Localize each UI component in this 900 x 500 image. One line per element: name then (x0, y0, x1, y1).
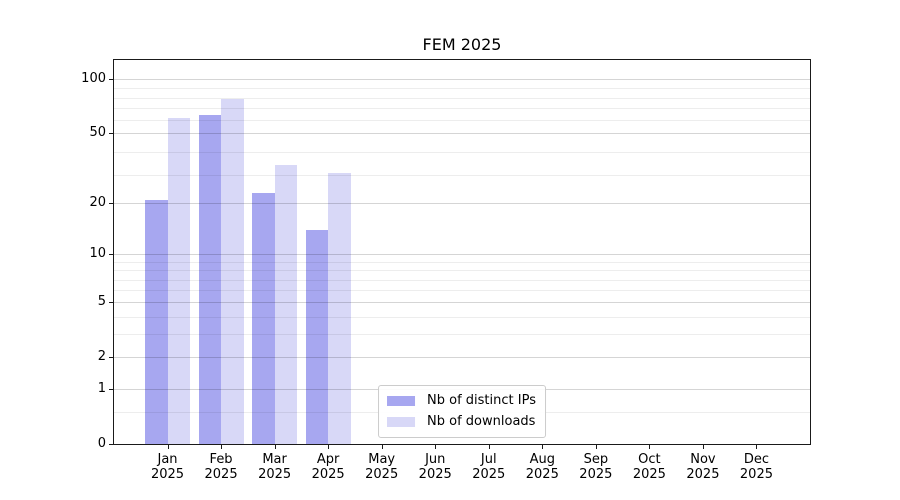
gridline-major (114, 302, 810, 304)
legend-label-distinct-ips: Nb of distinct IPs (427, 393, 536, 408)
legend: Nb of distinct IPs Nb of downloads (378, 385, 546, 438)
x-tick-mark (542, 445, 544, 449)
y-tick-mark (109, 444, 113, 445)
bar-apr-nb-of-downloads (328, 172, 351, 444)
gridline-major (114, 254, 810, 256)
y-tick-mark (109, 254, 113, 256)
gridline-minor (114, 88, 810, 90)
x-tick-mark (381, 445, 383, 449)
legend-swatch-downloads (387, 417, 416, 427)
x-tick-label-jul: Jul 2025 (472, 452, 506, 482)
x-tick-label-oct: Oct 2025 (632, 452, 666, 482)
bar-jan-nb-of-downloads (167, 117, 191, 444)
x-tick-label-may: May 2025 (365, 452, 399, 482)
x-tick-mark (595, 445, 597, 449)
x-tick-mark (649, 445, 651, 449)
x-tick-label-dec: Dec 2025 (739, 452, 773, 482)
gridline-major (114, 79, 810, 81)
y-tick-mark (109, 389, 113, 391)
gridline-major (114, 357, 810, 359)
legend-swatch-distinct-ips (387, 396, 416, 406)
x-tick-label-aug: Aug 2025 (525, 452, 559, 482)
bar-mar-nb-of-downloads (274, 165, 298, 444)
x-tick-mark (488, 445, 490, 449)
gridline-major (114, 133, 810, 135)
y-tick-mark (109, 302, 113, 304)
legend-label-downloads: Nb of downloads (427, 414, 536, 429)
gridline-minor (114, 152, 810, 154)
gridline-major (114, 203, 810, 205)
gridline-minor (114, 262, 810, 263)
x-tick-label-mar: Mar 2025 (258, 452, 292, 482)
x-tick-mark (756, 445, 758, 449)
x-tick-label-jan: Jan 2025 (150, 452, 185, 482)
y-tick-mark (109, 203, 113, 205)
y-tick-label-1: 1 (97, 381, 106, 397)
bar-mar-nb-of-distinct-ips (252, 192, 275, 444)
x-tick-mark (274, 445, 276, 449)
y-tick-label-5: 5 (97, 294, 106, 310)
x-tick-label-feb: Feb 2025 (204, 452, 238, 482)
legend-item-distinct-ips: Nb of distinct IPs (387, 393, 536, 409)
x-tick-mark (221, 445, 223, 449)
gridline-minor (114, 120, 810, 122)
plot-area: Nb of distinct IPs Nb of downloads (113, 59, 811, 445)
x-tick-label-sep: Sep 2025 (579, 452, 613, 482)
y-tick-label-100: 100 (81, 71, 106, 87)
y-tick-mark (109, 79, 113, 81)
y-tick-label-20: 20 (89, 195, 106, 211)
gridline-minor (114, 175, 810, 177)
x-tick-label-apr: Apr 2025 (311, 452, 345, 482)
x-tick-label-jun: Jun 2025 (418, 452, 452, 482)
gridline-minor (114, 270, 810, 272)
gridline-minor (114, 108, 810, 110)
x-tick-mark (328, 445, 330, 449)
y-tick-label-0: 0 (97, 436, 106, 451)
chart-title: FEM 2025 (422, 35, 502, 54)
bar-feb-nb-of-distinct-ips (198, 115, 222, 444)
x-tick-mark (167, 445, 169, 449)
gridline-minor (114, 290, 810, 292)
x-tick-mark (702, 445, 704, 449)
bars-layer (114, 60, 810, 444)
bar-feb-nb-of-downloads (221, 98, 244, 444)
y-tick-mark (109, 133, 113, 135)
y-tick-label-2: 2 (97, 349, 106, 365)
x-tick-mark (435, 445, 437, 449)
bar-jan-nb-of-distinct-ips (145, 199, 168, 444)
y-tick-mark (109, 357, 113, 359)
gridline-minor (114, 316, 810, 318)
y-tick-label-10: 10 (89, 246, 106, 262)
gridline-minor (114, 279, 810, 281)
bar-apr-nb-of-distinct-ips (305, 229, 329, 444)
gridline-minor (114, 334, 810, 336)
y-tick-label-50: 50 (89, 125, 106, 141)
legend-item-downloads: Nb of downloads (387, 414, 536, 430)
gridline-minor (114, 97, 810, 99)
x-tick-label-nov: Nov 2025 (686, 452, 720, 482)
